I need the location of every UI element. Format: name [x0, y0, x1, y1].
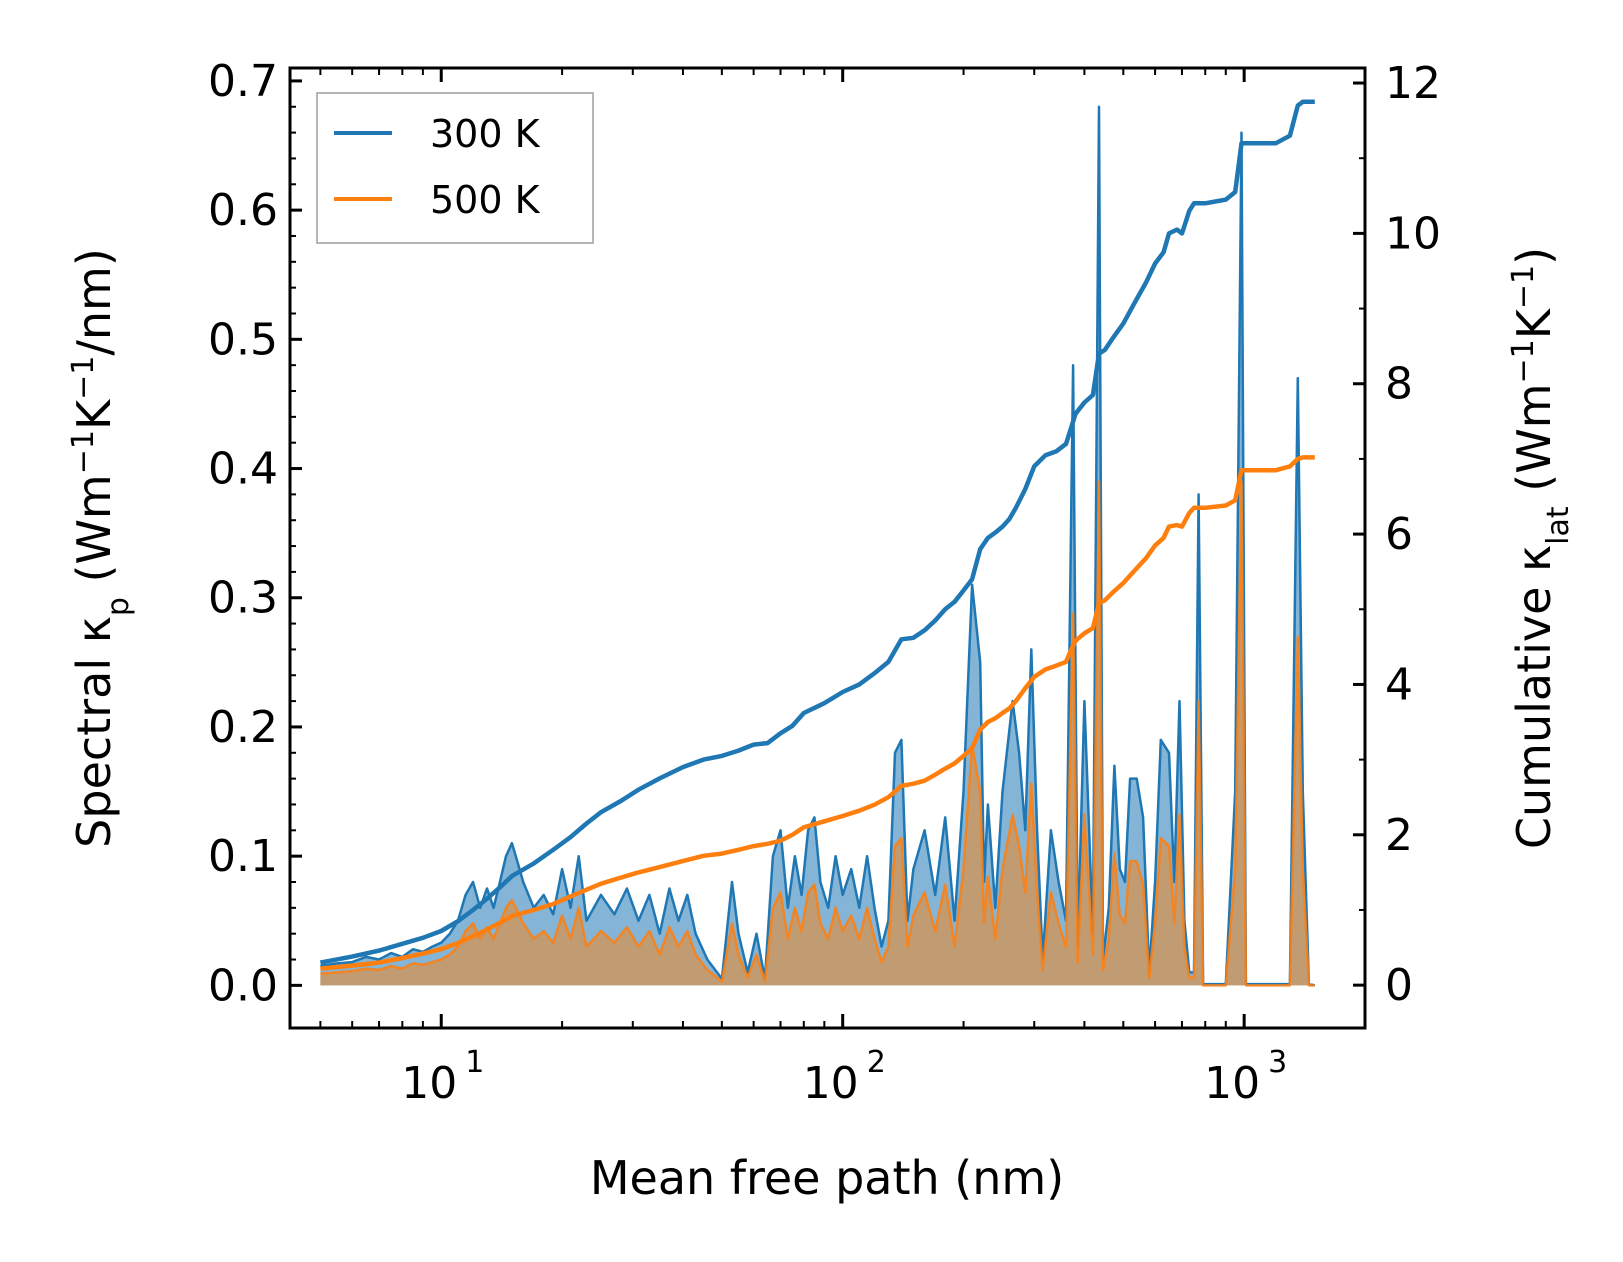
y2-tick-label: 12 [1385, 58, 1441, 109]
x-tick-label: 10 [1204, 1058, 1260, 1109]
legend-label-300k: 300 K [430, 112, 541, 156]
y-tick-label: 0.6 [208, 185, 278, 236]
legend-box [316, 92, 594, 244]
y-tick-label: 0.7 [208, 56, 278, 107]
y-tick-label: 0.3 [208, 573, 278, 624]
y2-tick-label: 0 [1385, 960, 1413, 1011]
y2-tick-label: 6 [1385, 509, 1413, 560]
x-axis-label: Mean free path (nm) [590, 1151, 1064, 1205]
cumulative-line-300k [319, 99, 1315, 965]
x-tick-exponent: 1 [465, 1045, 484, 1080]
legend: 300 K 500 K [316, 92, 594, 244]
y2-tick-label: 8 [1385, 359, 1413, 410]
x-tick-label: 10 [401, 1058, 457, 1109]
y2-tick-label: 2 [1385, 810, 1413, 861]
spectral-line-300k [320, 105, 1316, 987]
y-tick-label: 0.5 [208, 314, 278, 365]
y-tick-label: 0.4 [208, 444, 278, 495]
plot-frame [288, 66, 1367, 1030]
y-tick-label: 0.1 [208, 831, 278, 882]
plot-area [319, 99, 1316, 987]
y2-tick-label: 4 [1385, 659, 1413, 710]
y-tick-label: 0.2 [208, 702, 278, 753]
x-tick-label: 10 [803, 1058, 859, 1109]
x-tick-exponent: 2 [867, 1045, 886, 1080]
x-tick-exponent: 3 [1268, 1045, 1287, 1080]
legend-label-500k: 500 K [430, 178, 541, 222]
y-tick-label: 0.0 [208, 960, 278, 1011]
spectral-line-500k [320, 480, 1315, 987]
cumulative-line-500k [320, 455, 1315, 971]
axis-ticks [290, 68, 1366, 1028]
y2-tick-label: 10 [1385, 208, 1441, 259]
